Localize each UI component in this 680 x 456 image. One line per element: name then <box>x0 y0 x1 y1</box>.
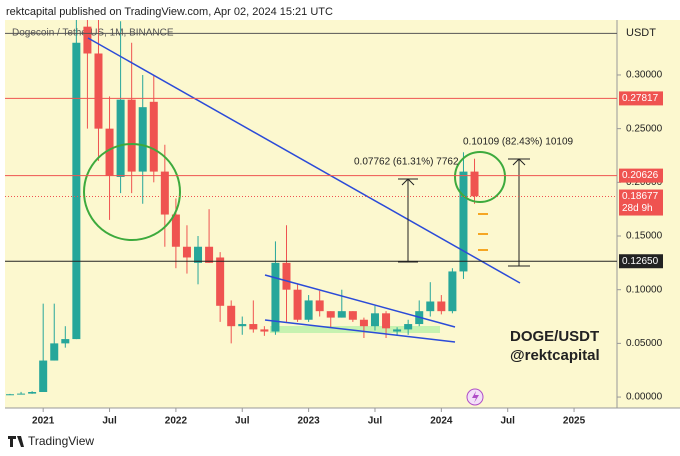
publisher: rektcapital published on TradingView.com… <box>6 6 333 18</box>
measure-label: 0.10109 (82.43%) 10109 <box>463 137 574 148</box>
candle-body <box>448 271 457 312</box>
x-tick-label: 2022 <box>165 416 188 427</box>
candle-body <box>149 101 158 172</box>
y-tick-label: 0.05000 <box>626 338 663 349</box>
candle-body <box>171 214 180 247</box>
candle-body <box>17 393 26 395</box>
y-tick-label: 0.10000 <box>626 284 663 295</box>
logo <box>8 436 24 447</box>
candle-body <box>138 107 147 172</box>
candle-body <box>39 360 48 393</box>
candle-body <box>61 339 70 344</box>
countdown: 28d 9h <box>622 203 653 214</box>
circle <box>83 143 181 241</box>
candle-body <box>359 319 368 327</box>
candle-body <box>28 392 37 394</box>
price-level-label: 0.20626 <box>622 170 659 181</box>
price-level-box <box>619 254 663 269</box>
x-tick-label: Jul <box>368 416 383 427</box>
x-tick-label: Jul <box>102 416 117 427</box>
candle-body <box>304 300 313 320</box>
candle-body <box>6 394 14 396</box>
candle-body <box>105 128 114 176</box>
candle-body <box>160 171 169 215</box>
x-tick-label: 2021 <box>32 416 55 427</box>
candle-body <box>282 262 291 290</box>
y-tick-label: 0.30000 <box>626 70 663 81</box>
x-tick-label: 2025 <box>563 416 586 427</box>
candle-body <box>426 301 435 312</box>
price-level-box <box>619 168 663 183</box>
wedge-top <box>264 274 456 328</box>
arrow <box>398 178 418 263</box>
candle-body <box>315 300 324 312</box>
icon <box>472 391 479 403</box>
candle-body <box>205 246 214 263</box>
candle-body <box>238 324 247 327</box>
currency: USDT <box>626 27 656 39</box>
candle-body <box>293 289 302 320</box>
candle-body <box>459 171 468 272</box>
last-price-box <box>619 189 663 216</box>
candle-body <box>116 99 125 177</box>
candle-body <box>83 26 92 54</box>
plot-background <box>5 20 617 408</box>
candle-body <box>94 53 103 129</box>
circle <box>454 151 506 203</box>
price-level-label: 0.12650 <box>622 256 659 267</box>
arrow <box>508 158 530 267</box>
y-tick-label: 0.15000 <box>626 231 663 242</box>
candle-body <box>72 42 81 340</box>
candle-body <box>271 262 280 332</box>
candle-body <box>393 329 402 332</box>
wedge-bottom <box>264 319 456 343</box>
candle-body <box>370 313 379 327</box>
candle-body <box>216 257 225 306</box>
footer-brand: TradingView <box>28 434 94 448</box>
price-level-box <box>619 91 663 106</box>
support-zone <box>270 326 440 333</box>
last-price-label: 0.18677 <box>622 191 659 202</box>
candle-body <box>182 246 191 258</box>
candle-body <box>404 324 413 330</box>
watermark: DOGE/USDT <box>510 328 599 345</box>
candle-body <box>127 99 136 172</box>
candle-body <box>470 171 479 197</box>
x-tick-label: Jul <box>500 416 515 427</box>
candle-body <box>194 246 203 263</box>
candle-body <box>50 343 59 361</box>
x-tick-label: 2023 <box>297 416 320 427</box>
price-level-label: 0.27817 <box>622 93 659 104</box>
x-tick-label: 2024 <box>430 416 453 427</box>
candle-body <box>348 311 357 320</box>
watermark: @rektcapital <box>510 347 600 364</box>
candle-body <box>326 311 335 318</box>
candle-body <box>249 324 258 330</box>
candle-body <box>227 305 236 327</box>
candle-body <box>260 329 269 332</box>
candle-body <box>382 313 391 329</box>
measure-label: 0.07762 (61.31%) 7762 <box>354 157 459 168</box>
trendline <box>87 37 521 284</box>
drawings <box>83 37 530 343</box>
candle-body <box>437 301 446 312</box>
x-tick-label: Jul <box>235 416 250 427</box>
y-tick-label: 0.00000 <box>626 392 663 403</box>
y-tick-label: 0.25000 <box>626 123 663 134</box>
candle-body <box>337 311 346 318</box>
marker <box>478 213 488 251</box>
